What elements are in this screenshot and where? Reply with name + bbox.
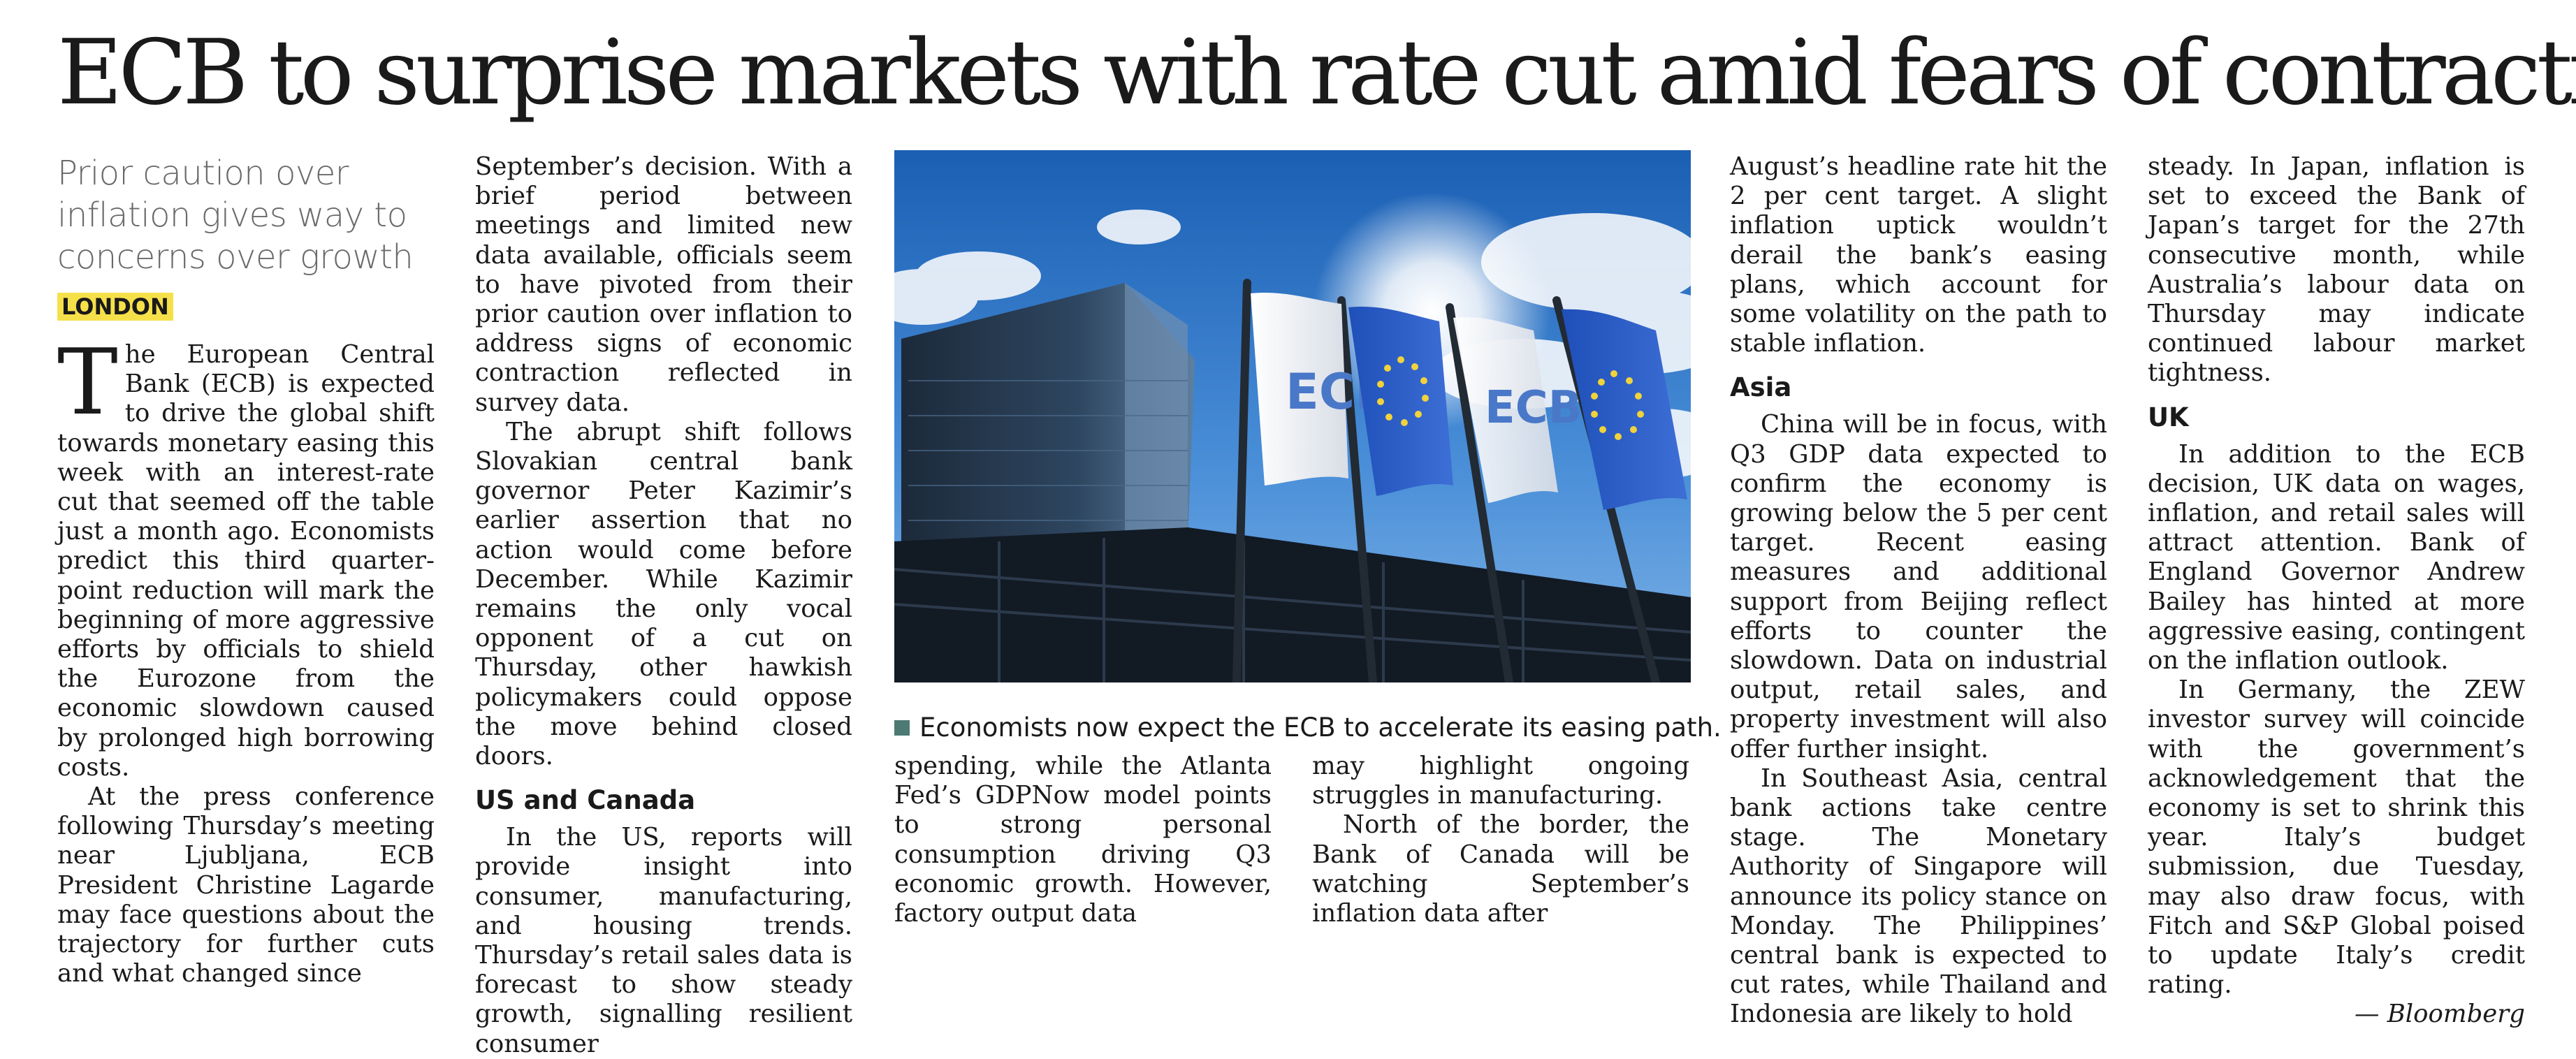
section-heading-us-canada: US and Canada [475,785,696,816]
paragraph: In Germany, the ZEW investor survey will… [2148,675,2525,1000]
standfirst: Prior caution over inflation gives way t… [57,154,414,277]
article-column-5: August’s headline rate hit the 2 per cen… [1730,152,2107,1030]
paragraph: spending, while the Atlanta Fed’s GDPNow… [894,752,1272,928]
paragraph: At the press conference following Thursd… [57,782,435,988]
section-heading-asia: Asia [1730,372,1792,403]
caption-text: Economists now expect the ECB to acceler… [919,713,1722,743]
caption-square-icon [894,720,910,736]
paragraph: may highlight ongoing struggles in manuf… [1312,752,1689,810]
article-column-4: may highlight ongoing struggles in manuf… [1312,752,1689,928]
eu-flag-2 [1562,309,1687,510]
paragraph: In Southeast Asia, central bank actions … [1730,764,2107,1029]
paragraph: In the US, reports will provide insight … [475,823,852,1058]
paragraph: August’s headline rate hit the 2 per cen… [1730,152,2107,358]
flag-label: ECB [1485,382,1582,434]
article-column-2: September’s decision. With a brief perio… [475,152,852,1059]
paragraph: China will be in focus, with Q3 GDP data… [1730,410,2107,764]
ecb-flags-photo: ECB ECB [894,150,1691,682]
article-column-6: steady. In Japan, inflation is set to ex… [2148,152,2525,1030]
paragraph: September’s decision. With a brief perio… [475,152,852,417]
photo-caption: Economists now expect the ECB to acceler… [894,713,1722,743]
section-heading-uk: UK [2148,402,2189,432]
article-column-3: spending, while the Atlanta Fed’s GDPNow… [894,752,1272,928]
foreground-structure [894,527,1691,682]
paragraph-text: he European Central Bank (ECB) is expect… [57,340,435,782]
ecb-tower [901,283,1195,541]
drop-cap: T [57,329,118,435]
paragraph: steady. In Japan, inflation is set to ex… [2148,152,2525,388]
eu-flag-1 [1348,307,1453,496]
dateline-badge: LONDON [57,293,173,321]
article-column-1: Prior caution over inflation gives way t… [57,152,435,988]
paragraph: In addition to the ECB decision, UK data… [2148,439,2525,675]
headline: ECB to surprise markets with rate cut am… [57,21,2576,125]
paragraph: North of the border, the Bank of Canada … [1312,810,1689,928]
byline-credit: — Bloomberg [2354,1000,2525,1029]
paragraph: The abrupt shift follows Slovakian centr… [475,417,852,771]
ecb-flag-2: ECB [1453,317,1582,503]
